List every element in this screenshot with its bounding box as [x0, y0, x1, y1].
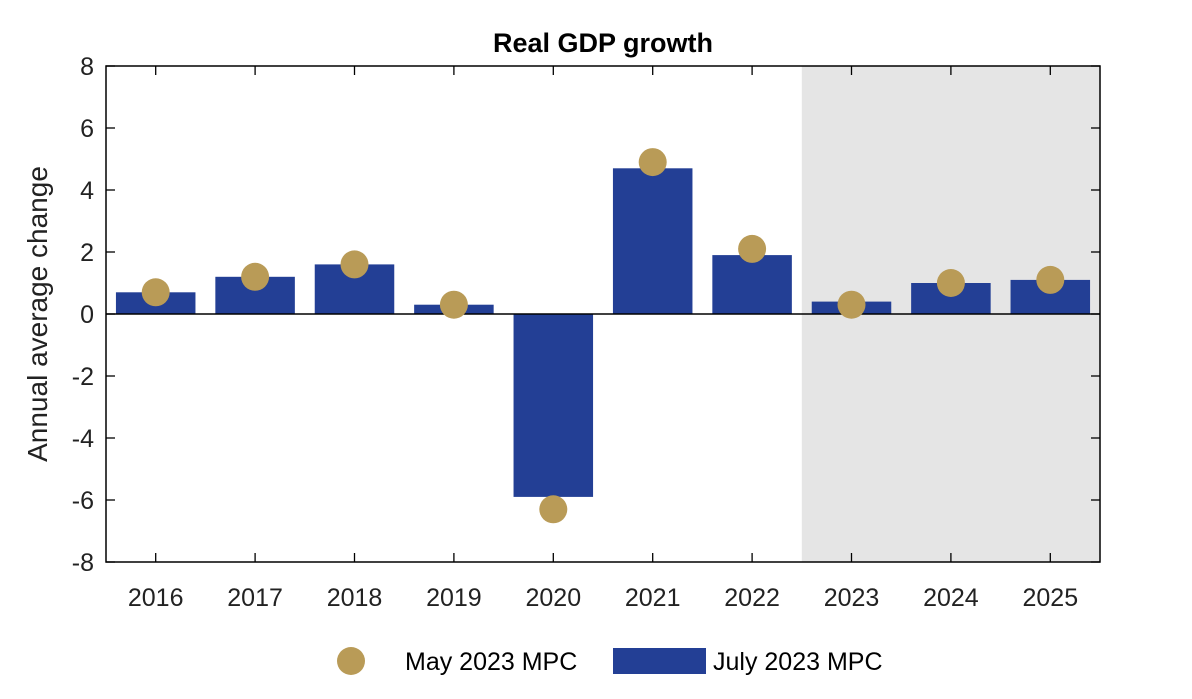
dot-series — [141, 148, 1065, 524]
legend-label-may: May 2023 MPC — [405, 648, 577, 676]
bar-2022 — [712, 255, 792, 314]
bar-2021 — [612, 168, 693, 314]
x-tick-label: 2020 — [525, 584, 581, 612]
y-tick-label: 2 — [80, 239, 94, 267]
dot-2021 — [638, 148, 667, 177]
dot-2022 — [738, 234, 767, 263]
y-axis-ticks: -8 -6 -4 -2 0 2 4 6 8 — [72, 53, 1100, 577]
legend-label-july: July 2023 MPC — [713, 648, 883, 676]
x-tick-label: 2016 — [128, 584, 184, 612]
x-axis-ticks: 2016 2017 2018 2019 2020 2021 2022 2023 2024 2025 — [128, 66, 1078, 612]
dot-2019 — [439, 290, 468, 319]
x-tick-label: 2024 — [923, 584, 979, 612]
dot-2018 — [340, 250, 369, 279]
dot-2024 — [936, 269, 965, 297]
dot-2023 — [837, 290, 866, 319]
legend-bar-swatch — [613, 648, 706, 674]
x-tick-label: 2021 — [625, 584, 681, 612]
chart-title: Real GDP growth — [493, 28, 713, 58]
legend-dot-swatch — [337, 647, 365, 675]
x-tick-label: 2019 — [426, 584, 482, 612]
x-tick-label: 2022 — [724, 584, 780, 612]
y-tick-label: -6 — [72, 487, 94, 515]
x-tick-label: 2018 — [327, 584, 383, 612]
y-tick-label: 0 — [80, 301, 94, 329]
y-tick-label: -8 — [72, 549, 94, 577]
y-tick-label: 4 — [80, 177, 94, 205]
y-axis-label: Annual average change — [22, 166, 53, 462]
x-tick-label: 2017 — [227, 584, 283, 612]
y-tick-label: 8 — [80, 53, 94, 81]
x-tick-label: 2023 — [824, 584, 880, 612]
dot-2020 — [539, 495, 568, 524]
dot-2016 — [141, 278, 170, 307]
bar-2020 — [513, 314, 594, 497]
y-tick-label: -4 — [72, 425, 94, 453]
dot-2017 — [241, 262, 270, 291]
dot-2025 — [1036, 265, 1065, 294]
y-tick-label: -2 — [72, 363, 94, 391]
x-tick-label: 2025 — [1022, 584, 1078, 612]
legend: May 2023 MPC July 2023 MPC — [337, 647, 883, 676]
y-tick-label: 6 — [80, 115, 94, 143]
